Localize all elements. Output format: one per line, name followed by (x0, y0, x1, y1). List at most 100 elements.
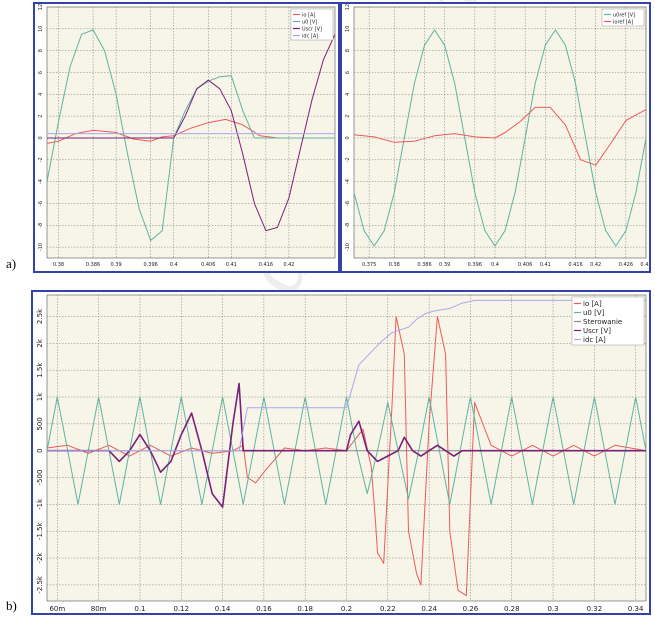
x-tick-label: 0.14 (215, 605, 231, 613)
y-tick-label: -2.5k (36, 575, 44, 594)
legend-entry: Uscr [V] (302, 26, 322, 32)
x-tick-label: 80m (91, 605, 107, 613)
y-tick-label: -8 (345, 223, 351, 228)
x-tick-label: 0.12 (173, 605, 189, 613)
y-tick-label: 2.5k (36, 308, 44, 324)
x-tick-label: 0.41 (540, 262, 551, 268)
x-tick-label: 0.34 (628, 605, 644, 613)
x-tick-label: 0.386 (417, 262, 431, 268)
panel-b-chart: 60m 80m 0.1 0.12 0.14 0.16 0.18 0.2 0.22 0.24 0.26… (33, 292, 649, 613)
y-tick-label: 1k (36, 392, 44, 401)
x-tick-label: 0.26 (463, 605, 479, 613)
series-line-ioref-a (354, 106, 646, 166)
y-tick-label: -1.5k (36, 521, 44, 540)
x-tick-label: 0.38 (53, 262, 64, 268)
legend-entry: u0 [V] (583, 309, 605, 317)
y-tick-label: -10 (38, 243, 44, 251)
y-tick-label: -2k (36, 552, 44, 564)
plot-area (46, 6, 336, 259)
x-tick-label: 0.406 (201, 262, 215, 268)
y-tick-label: -10 (345, 243, 351, 251)
x-tick-label: 0.43 (640, 262, 649, 268)
series-group (47, 29, 335, 241)
x-tick-label: 0.396 (468, 262, 482, 268)
panel-a-left-chart: 0.38 0.386 0.39 0.396 0.4 0.406 0.41 0.416 0.42 1… (35, 4, 338, 271)
y-tick-label: -4 (345, 179, 351, 184)
y-tick-label: 500 (36, 417, 44, 430)
y-tick-label: -500 (36, 470, 44, 486)
y-tick-label: 2 (345, 115, 351, 118)
legend-entry: io [A] (583, 300, 602, 308)
x-tick-label: 0.24 (421, 605, 437, 613)
y-tick-label: 6 (38, 71, 44, 74)
legend-entry: idc [A] (583, 336, 606, 344)
legend-box (601, 8, 645, 27)
y-tick-label: 0 (345, 136, 351, 139)
y-tick-label: 2 (38, 115, 44, 118)
x-tick-label: 0.406 (518, 262, 532, 268)
y-tick-label: -2 (345, 157, 351, 162)
x-tick-label: 0.416 (568, 262, 582, 268)
legend-box (571, 296, 645, 346)
x-tick-label: 0.32 (587, 605, 603, 613)
x-tick-label: 0.4 (170, 262, 178, 268)
series-line-io-a (47, 316, 646, 597)
series-line-u0-v (47, 29, 335, 241)
legend-box (290, 8, 334, 41)
y-tick-label: -6 (345, 201, 351, 206)
series-line-u0-v (47, 396, 646, 505)
panel-a-left-frame: 0.38 0.386 0.39 0.396 0.4 0.406 0.41 0.416 0.42 1… (33, 2, 340, 273)
x-tick-label: 0.4 (491, 262, 499, 268)
y-tick-label: -4 (38, 179, 44, 184)
x-tick-label: 0.42 (590, 262, 601, 268)
y-tick-label: 8 (345, 49, 351, 52)
series-line-u0ref-v (354, 29, 646, 247)
x-tick-label: 0.42 (283, 262, 294, 268)
legend-entry: u0ref [V] (613, 12, 635, 18)
y-tick-label: 8 (38, 49, 44, 52)
y-tick-label: 2k (36, 338, 44, 347)
series-group (47, 299, 646, 597)
panel-b-frame: 60m 80m 0.1 0.12 0.14 0.16 0.18 0.2 0.22 0.24 0.26… (31, 290, 651, 615)
x-tick-label: 0.22 (380, 605, 396, 613)
x-tick-label: 0.16 (256, 605, 272, 613)
legend-entry: idc [A] (302, 33, 318, 39)
legend-entry: u0 [V] (302, 19, 317, 25)
y-tick-label: 10 (38, 26, 44, 32)
panel-a-right-frame: 0.375 0.38 0.386 0.39 0.396 0.4 0.406 0.41 0.416… (340, 2, 651, 273)
x-tick-label: 0.426 (619, 262, 633, 268)
y-tick-label: -1k (36, 498, 44, 510)
series-line-uscr-v (47, 382, 646, 508)
y-tick-label: 0 (38, 136, 44, 139)
x-tick-label: 0.2 (341, 605, 352, 613)
y-tick-label: 0 (36, 448, 44, 452)
y-tick-label: 6 (345, 71, 351, 74)
x-tick-label: 0.386 (86, 262, 100, 268)
y-tick-label: -2 (38, 157, 44, 162)
panel-label-a: a) (6, 256, 17, 271)
x-tick-label: 0.39 (111, 262, 122, 268)
y-tick-label: 1.5k (36, 362, 44, 378)
x-tick-label: 60m (49, 605, 65, 613)
x-tick-label: 0.18 (297, 605, 313, 613)
series-line-idc-a (47, 299, 646, 452)
legend-entry: ioref [A] (613, 19, 633, 25)
y-tick-label: 10 (345, 26, 351, 32)
y-tick-label: 12 (345, 4, 351, 10)
panel-a-right-chart: 0.375 0.38 0.386 0.39 0.396 0.4 0.406 0.41 0.416… (342, 4, 649, 271)
x-tick-label: 0.39 (439, 262, 450, 268)
y-tick-label: 12 (38, 4, 44, 10)
panel-label-b: b) (6, 598, 17, 613)
legend-entry: io [A] (302, 12, 315, 18)
legend-entry: Sterowanie (583, 318, 622, 326)
x-tick-label: 0.28 (504, 605, 520, 613)
x-tick-label: 0.396 (144, 262, 158, 268)
y-tick-label: -8 (38, 223, 44, 228)
x-tick-label: 0.38 (389, 262, 400, 268)
x-tick-label: 0.3 (547, 605, 558, 613)
x-tick-label: 0.416 (259, 262, 273, 268)
legend-entry: Uscr [V] (583, 327, 611, 335)
x-tick-label: 0.41 (226, 262, 237, 268)
series-line-uscr-v (47, 34, 335, 232)
y-tick-label: 4 (345, 93, 351, 96)
